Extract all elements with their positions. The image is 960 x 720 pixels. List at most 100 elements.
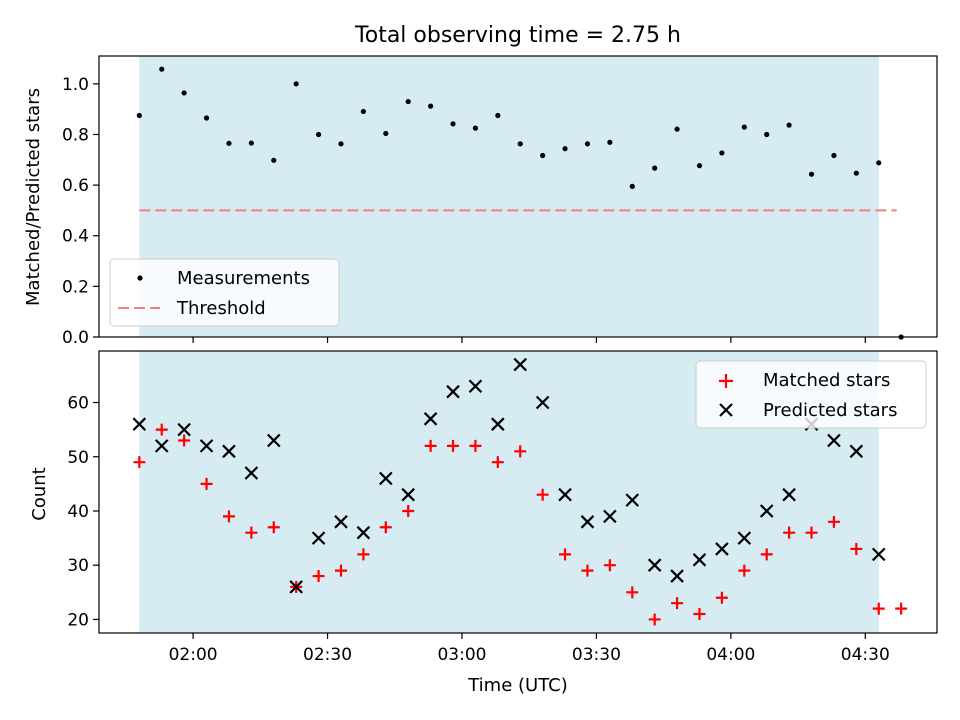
legend-marker-matched [719,374,733,388]
matched-star-point [671,597,684,610]
predicted-star-point [401,487,415,502]
predicted-star-point [423,412,438,426]
bottom-axes-frame [98,350,938,634]
top-panel: 0.0 0.2 0.4 0.6 0.8 1.0 Matched/Predicted sta… [23,55,938,348]
matched-star-point [805,526,818,539]
matched-star-point [469,439,482,452]
measurement-point [203,115,210,121]
bottom-legend: Matched stars Predicted stars [695,360,927,429]
matched-star-point [760,548,773,561]
matched-star-point [200,477,213,490]
predicted-star-point [177,422,191,437]
matched-points [133,423,908,626]
x-tick-label: 04:30 [841,645,890,665]
matched-star-point [245,526,258,539]
predicted-star-point [692,553,707,567]
predicted-star-point [580,515,595,529]
measurement-point [562,146,568,152]
measurement-point [248,140,254,146]
x-axis-label: Time (UTC) [467,675,568,696]
measurement-point [338,141,344,147]
predicted-star-point [244,466,259,480]
measurement-point [674,126,680,132]
measurement-point [786,122,792,128]
matched-star-point [581,564,594,577]
predicted-star-point [647,558,662,572]
predicted-star-point [379,471,393,486]
predicted-star-point [849,444,864,459]
predicted-star-point [334,515,348,529]
matched-star-point [491,456,504,469]
matched-star-point [738,564,751,577]
predicted-star-point [871,547,886,562]
measurement-point [831,152,837,159]
bottom-panel: 20 30 40 50 60 02:00 02:30 03:00 03:30 04:00 04:3… [29,350,938,696]
measurement-point [472,125,479,131]
matched-star-point [334,564,347,577]
matched-star-point [536,488,549,501]
measurement-point [696,163,703,169]
matched-star-point [514,445,527,458]
top-axes-frame [98,55,938,338]
top-legend-box [109,258,340,327]
legend-marker-predicted [719,403,733,417]
measurement-point [495,112,501,119]
top-xticks [192,337,866,343]
measurement-point [405,98,411,105]
y-tick-label: 20 [67,610,89,630]
predicted-star-point [154,439,169,453]
matched-star-point [447,439,460,452]
predicted-star-point [759,504,774,518]
measurement-point [764,131,770,138]
measurement-point [741,124,747,130]
predicted-star-point [603,509,617,524]
x-tick-label: 02:00 [169,645,218,665]
matched-star-point [559,548,572,561]
y-tick-label: 40 [67,502,89,522]
measurement-point [226,140,232,146]
y-tick-label: 0.0 [62,328,89,348]
x-tick-label: 02:30 [303,645,352,665]
measurement-point [584,141,591,147]
predicted-star-point [715,542,729,556]
y-tick-label: 0.8 [62,125,89,145]
top-points [136,66,904,340]
measurement-point [876,160,882,166]
measurement-point [450,121,456,127]
measurement-point [719,150,725,156]
bottom-xticks: 02:00 02:30 03:00 03:30 04:00 04:30 [169,633,890,665]
x-tick-label: 04:00 [706,645,755,665]
predicted-star-point [311,531,326,545]
predicted-star-point [625,493,640,507]
matched-star-point [155,423,168,436]
matched-star-point [783,526,796,539]
predicted-star-point [356,525,371,540]
matched-star-point [312,570,325,583]
predicted-star-point [468,379,483,394]
matched-star-point [603,559,616,572]
predicted-star-point [558,487,572,502]
measurement-point [383,130,389,137]
matched-star-point [850,542,863,555]
y-tick-label: 0.6 [62,176,89,196]
measurement-point [136,112,142,119]
measurement-point [853,170,859,176]
measurement-point [315,131,322,138]
matched-star-point [133,456,146,469]
predicted-star-point [222,444,236,459]
predicted-star-point [737,531,752,545]
measurement-point [540,152,546,159]
matched-star-point [402,504,415,517]
matched-star-point [648,613,661,626]
measurement-point [808,171,815,177]
y-tick-label: 50 [67,448,89,468]
matched-star-point [178,434,191,447]
matched-star-point [357,548,370,561]
measurement-point [517,141,523,147]
measurement-point [652,165,658,171]
measurement-point [271,157,277,163]
predicted-star-point [827,433,841,448]
top-y-axis-label: Matched/Predicted stars [23,88,44,306]
matched-star-point [267,521,280,534]
